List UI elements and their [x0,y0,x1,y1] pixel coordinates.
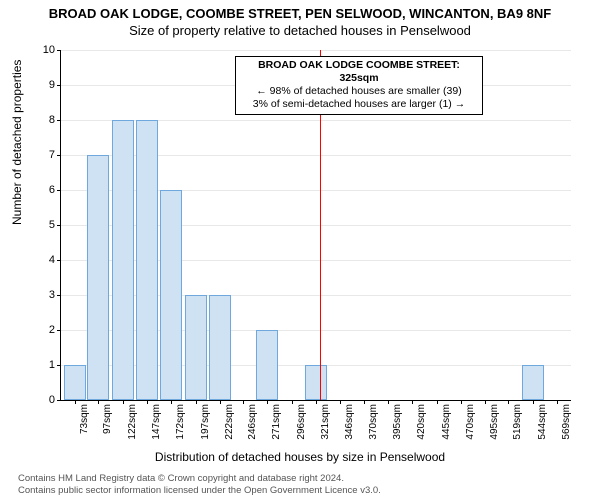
ytick-label: 1 [25,359,55,371]
xtick-mark [75,400,76,404]
histogram-bar [185,295,207,400]
xtick-label: 246sqm [247,404,258,440]
xtick-mark [340,400,341,404]
xtick-mark [123,400,124,404]
xtick-label: 122sqm [127,404,138,440]
xtick-mark [196,400,197,404]
footer-line1: Contains HM Land Registry data © Crown c… [18,473,344,484]
xtick-label: 321sqm [320,404,331,440]
xtick-label: 73sqm [79,404,90,434]
xtick-mark [461,400,462,404]
histogram-bar [136,120,158,400]
xtick-label: 346sqm [344,404,355,440]
ytick-mark [57,365,61,366]
histogram-bar [64,365,86,400]
ytick-mark [57,85,61,86]
callout-line3: 3% of semi-detached houses are larger (1… [253,98,465,110]
xtick-mark [316,400,317,404]
xtick-mark [220,400,221,404]
xtick-mark [485,400,486,404]
histogram-bar [305,365,327,400]
xtick-label: 222sqm [224,404,235,440]
ytick-label: 2 [25,324,55,336]
xtick-mark [364,400,365,404]
histogram-bar [87,155,109,400]
xtick-label: 544sqm [537,404,548,440]
histogram-bar [209,295,231,400]
ytick-mark [57,400,61,401]
xtick-mark [98,400,99,404]
xtick-label: 420sqm [416,404,427,440]
xtick-mark [243,400,244,404]
xtick-mark [412,400,413,404]
ytick-mark [57,190,61,191]
xtick-label: 470sqm [465,404,476,440]
xtick-mark [171,400,172,404]
ytick-mark [57,295,61,296]
y-axis-label: Number of detached properties [10,60,24,225]
xtick-label: 569sqm [561,404,572,440]
ytick-mark [57,120,61,121]
callout-line2: ← 98% of detached houses are smaller (39… [256,85,461,97]
xtick-label: 519sqm [512,404,523,440]
xtick-mark [508,400,509,404]
xtick-mark [557,400,558,404]
ytick-label: 0 [25,394,55,406]
histogram-bar [112,120,134,400]
attribution-footer: Contains HM Land Registry data © Crown c… [18,473,381,496]
xtick-mark [533,400,534,404]
histogram-bar [522,365,544,400]
xtick-label: 495sqm [489,404,500,440]
callout-box: BROAD OAK LODGE COOMBE STREET: 325sqm ← … [235,56,483,115]
xtick-label: 97sqm [102,404,113,434]
xtick-label: 271sqm [271,404,282,440]
ytick-mark [57,330,61,331]
ytick-mark [57,260,61,261]
xtick-label: 370sqm [368,404,379,440]
ytick-mark [57,155,61,156]
xtick-label: 296sqm [296,404,307,440]
ytick-mark [57,50,61,51]
chart-supertitle: BROAD OAK LODGE, COOMBE STREET, PEN SELW… [0,0,600,21]
ytick-label: 8 [25,114,55,126]
ytick-label: 10 [25,44,55,56]
chart-subtitle: Size of property relative to detached ho… [0,21,600,38]
xtick-label: 197sqm [200,404,211,440]
xtick-label: 445sqm [441,404,452,440]
xtick-label: 395sqm [392,404,403,440]
xtick-label: 172sqm [175,404,186,440]
footer-line2: Contains public sector information licen… [18,485,381,496]
x-axis-label: Distribution of detached houses by size … [0,450,600,464]
xtick-mark [437,400,438,404]
xtick-mark [147,400,148,404]
ytick-label: 9 [25,79,55,91]
xtick-mark [267,400,268,404]
ytick-label: 6 [25,184,55,196]
xtick-label: 147sqm [151,404,162,440]
ytick-label: 5 [25,219,55,231]
ytick-label: 4 [25,254,55,266]
chart-area: 01234567891073sqm97sqm122sqm147sqm172sqm… [60,50,570,400]
histogram-bar [160,190,182,400]
histogram-bar [256,330,278,400]
xtick-mark [388,400,389,404]
callout-line1: BROAD OAK LODGE COOMBE STREET: 325sqm [258,59,460,84]
xtick-mark [292,400,293,404]
ytick-mark [57,225,61,226]
ytick-label: 7 [25,149,55,161]
gridline [61,50,571,51]
ytick-label: 3 [25,289,55,301]
